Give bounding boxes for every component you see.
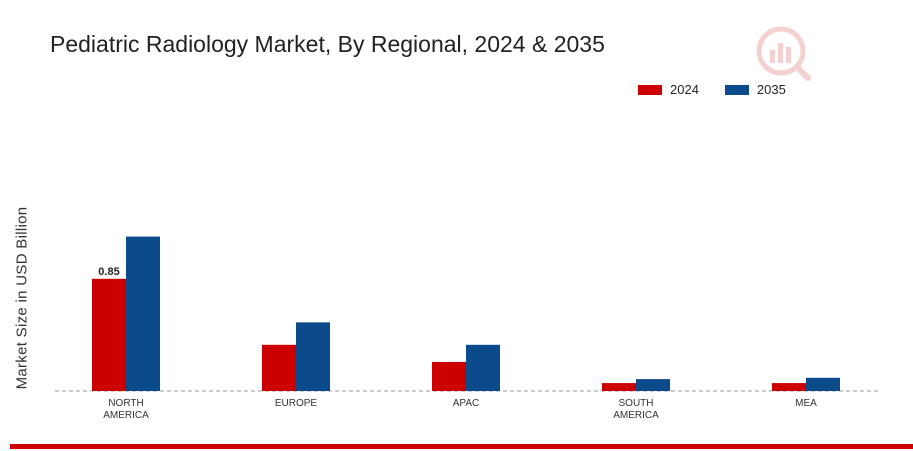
x-tick-label: SOUTH xyxy=(619,398,654,409)
bar-2024-north-america xyxy=(92,278,126,391)
bar-2035-apac xyxy=(466,344,500,391)
data-label: 0.85 xyxy=(98,266,119,278)
legend-item-2024: 2024 xyxy=(638,82,699,97)
chart-title: Pediatric Radiology Market, By Regional,… xyxy=(50,31,605,57)
legend-label-2024: 2024 xyxy=(670,82,699,97)
bar-2035-north-america xyxy=(126,236,160,391)
x-tick-label: AMERICA xyxy=(613,410,659,421)
bar-2024-apac xyxy=(432,361,466,391)
x-tick-label: MEA xyxy=(795,398,817,409)
bar-2035-mea xyxy=(806,377,840,391)
legend-label-2035: 2035 xyxy=(756,82,786,97)
x-tick-label: APAC xyxy=(453,398,480,409)
bar-2024-south-america xyxy=(602,383,636,391)
x-tick-label: NORTH xyxy=(108,398,143,409)
chart-legend: 2024 2035 xyxy=(638,82,812,97)
legend-swatch-2024 xyxy=(638,84,662,95)
x-tick-label: EUROPE xyxy=(275,398,318,409)
bar-2024-europe xyxy=(262,344,296,391)
bar-2035-europe xyxy=(296,322,330,391)
bottom-accent-rule xyxy=(10,444,913,449)
legend-swatch-2035 xyxy=(724,84,749,95)
legend-item-2035: 2035 xyxy=(724,82,786,97)
bar-2024-mea xyxy=(772,383,806,391)
analytics-logo-icon xyxy=(754,24,812,82)
x-tick-label: AMERICA xyxy=(103,410,149,421)
bar-2035-south-america xyxy=(636,379,670,391)
